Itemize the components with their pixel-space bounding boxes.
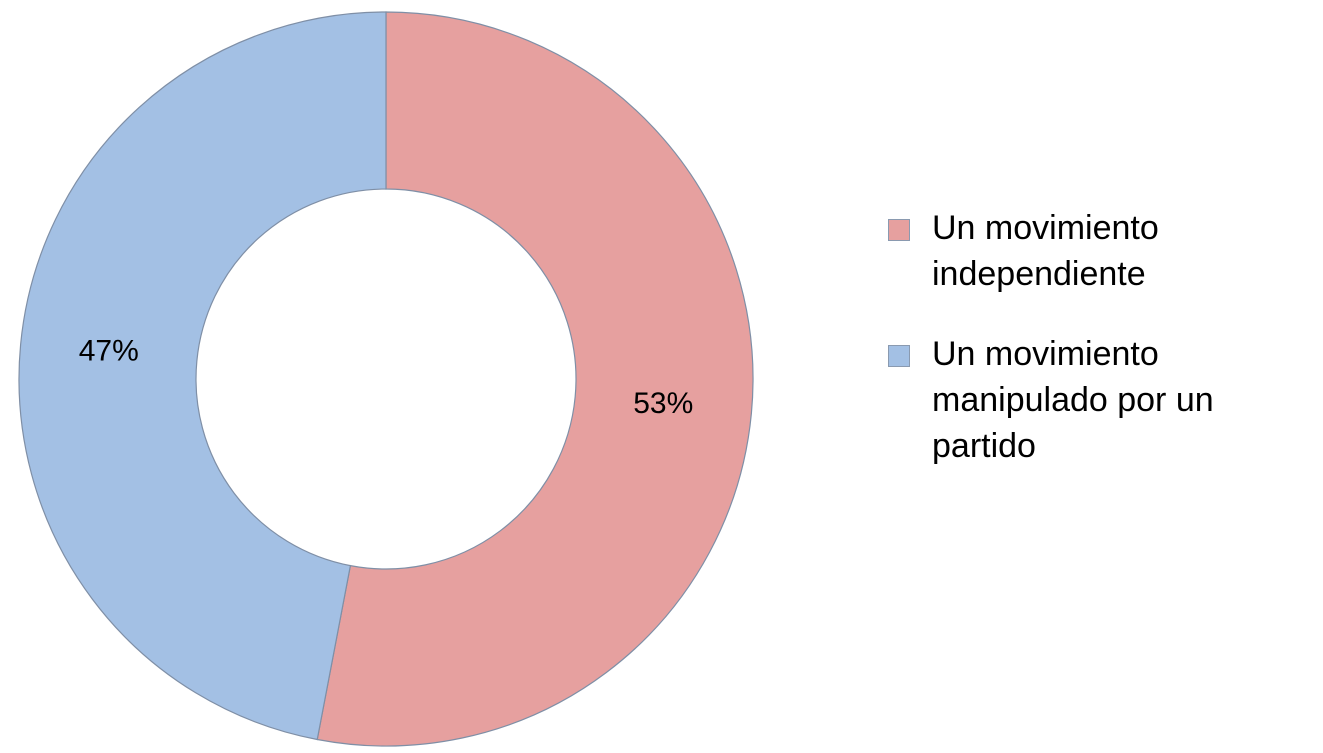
legend-swatch xyxy=(888,345,910,367)
legend-swatch xyxy=(888,219,910,241)
donut-slice xyxy=(316,11,754,747)
legend-item: Un movimiento manipulado por un partido xyxy=(888,331,1318,469)
legend-item: Un movimiento independiente xyxy=(888,205,1318,297)
legend-label: Un movimiento independiente xyxy=(932,209,1159,293)
donut-slice xyxy=(18,11,387,741)
legend-label: Un movimiento manipulado por un partido xyxy=(932,335,1214,465)
legend: Un movimiento independiente Un movimiento… xyxy=(888,205,1318,503)
data-label: 47% xyxy=(79,335,139,368)
data-label: 53% xyxy=(633,387,693,420)
